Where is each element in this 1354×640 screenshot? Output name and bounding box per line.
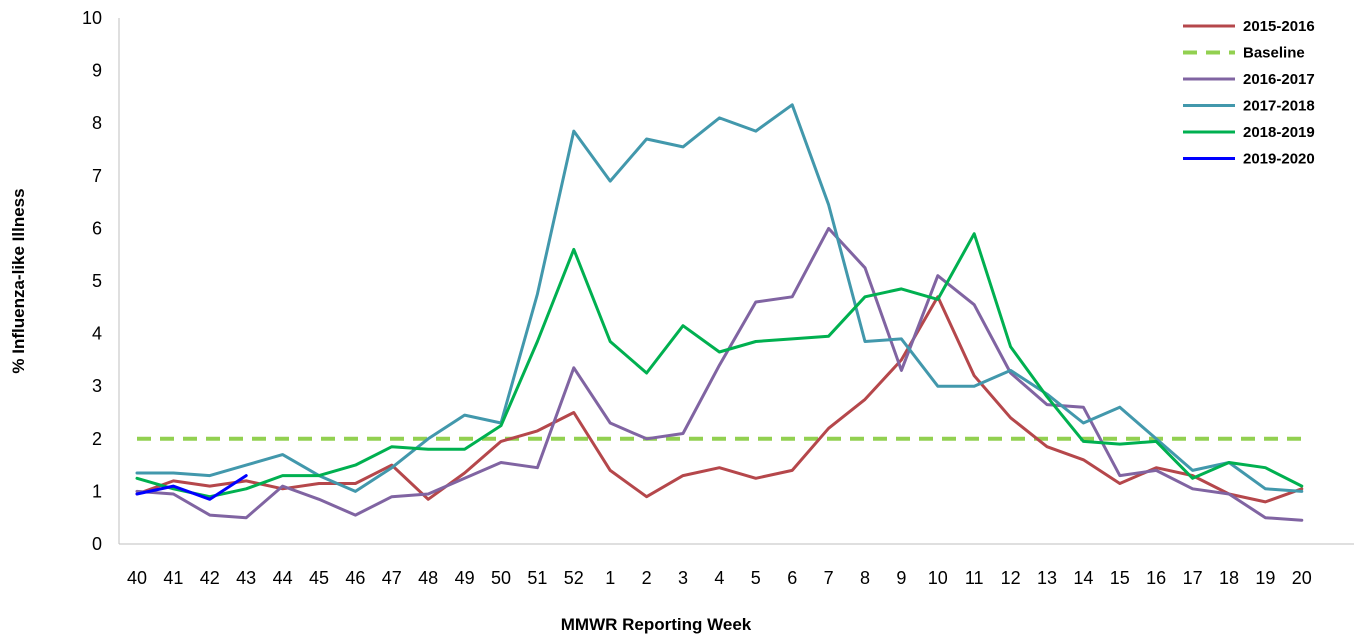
x-tick-label: 49 <box>455 568 475 588</box>
legend-label-2019-2020: 2019-2020 <box>1243 151 1315 168</box>
series-line-2015-2016 <box>135 295 1304 504</box>
x-tick-label: 14 <box>1073 568 1093 588</box>
y-tick-label: 2 <box>92 429 102 449</box>
x-tick-label: 44 <box>273 568 293 588</box>
y-tick-label: 4 <box>92 324 102 344</box>
series-line-2019-2020 <box>135 474 248 501</box>
x-tick-label: 18 <box>1219 568 1239 588</box>
x-tick-label: 9 <box>896 568 906 588</box>
x-tick-label: 7 <box>824 568 834 588</box>
x-tick-label: 19 <box>1255 568 1275 588</box>
x-axis-title: MMWR Reporting Week <box>561 615 752 634</box>
legend-label-baseline: Baseline <box>1243 45 1305 62</box>
x-tick-label: 40 <box>127 568 147 588</box>
y-tick-label: 0 <box>92 534 102 554</box>
x-tick-label: 17 <box>1183 568 1203 588</box>
series-line-2016-2017 <box>135 226 1304 522</box>
x-tick-label: 41 <box>163 568 183 588</box>
x-tick-label: 45 <box>309 568 329 588</box>
x-tick-label: 43 <box>236 568 256 588</box>
x-tick-labels: 40 41 42 43 44 45 46 47 48 49 50 51 52 1 2 3 4 5 6 7 8 9 10 11 1… <box>127 568 1312 588</box>
y-tick-label: 10 <box>82 8 102 28</box>
legend-label-2015-2016: 2015-2016 <box>1243 18 1315 35</box>
x-tick-label: 6 <box>787 568 797 588</box>
x-tick-label: 42 <box>200 568 220 588</box>
x-tick-label: 15 <box>1110 568 1130 588</box>
series-line-2017-2018 <box>135 103 1304 493</box>
legend-label-2018-2019: 2018-2019 <box>1243 124 1315 141</box>
legend-label-2016-2017: 2016-2017 <box>1243 71 1315 88</box>
y-tick-label: 6 <box>92 218 102 238</box>
series-layer <box>135 103 1304 522</box>
y-tick-label: 3 <box>92 376 102 396</box>
x-tick-label: 51 <box>527 568 547 588</box>
legend: 2015-2016 Baseline 2016-2017 2017-2018 2018-… <box>1183 18 1315 168</box>
x-tick-label: 3 <box>678 568 688 588</box>
x-tick-label: 12 <box>1001 568 1021 588</box>
series-line-2018-2019 <box>135 232 1304 499</box>
x-tick-label: 46 <box>345 568 365 588</box>
x-tick-label: 2 <box>642 568 652 588</box>
legend-label-2017-2018: 2017-2018 <box>1243 98 1315 115</box>
x-tick-label: 47 <box>382 568 402 588</box>
y-tick-label: 1 <box>92 481 102 501</box>
x-tick-label: 10 <box>928 568 948 588</box>
x-tick-label: 1 <box>605 568 615 588</box>
x-tick-label: 5 <box>751 568 761 588</box>
x-tick-label: 13 <box>1037 568 1057 588</box>
x-tick-label: 50 <box>491 568 511 588</box>
y-tick-label: 7 <box>92 166 102 186</box>
y-tick-label: 5 <box>92 271 102 291</box>
x-tick-label: 11 <box>965 568 984 588</box>
x-tick-label: 4 <box>714 568 724 588</box>
x-tick-label: 8 <box>860 568 870 588</box>
x-tick-label: 20 <box>1292 568 1312 588</box>
x-tick-label: 52 <box>564 568 584 588</box>
y-tick-labels: 0 1 2 3 4 5 6 7 8 9 10 <box>82 8 102 554</box>
y-axis-title: % Influenza-like Illness <box>9 188 28 373</box>
y-tick-label: 9 <box>92 61 102 81</box>
x-tick-label: 48 <box>418 568 438 588</box>
y-tick-label: 8 <box>92 113 102 133</box>
x-tick-label: 16 <box>1146 568 1166 588</box>
